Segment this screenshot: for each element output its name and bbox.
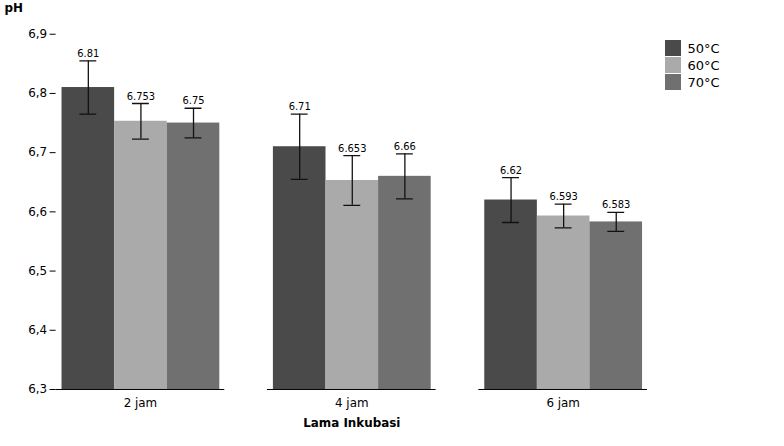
svg-text:6,8: 6,8 xyxy=(28,86,47,100)
svg-text:6.81: 6.81 xyxy=(77,48,99,59)
svg-text:6,7: 6,7 xyxy=(28,145,47,159)
svg-text:4 jam: 4 jam xyxy=(335,396,369,410)
svg-text:6.653: 6.653 xyxy=(338,143,366,154)
svg-text:6.583: 6.583 xyxy=(602,199,630,210)
svg-text:6.66: 6.66 xyxy=(394,141,416,152)
svg-text:6.71: 6.71 xyxy=(289,101,311,112)
svg-text:6,4: 6,4 xyxy=(28,323,47,337)
svg-text:6 jam: 6 jam xyxy=(546,396,580,410)
svg-text:6.753: 6.753 xyxy=(127,91,155,102)
svg-text:2 jam: 2 jam xyxy=(124,396,158,410)
html-text:70°C: 70°C xyxy=(687,74,720,90)
svg-text:6,5: 6,5 xyxy=(28,264,47,278)
svg-text:6.62: 6.62 xyxy=(500,165,522,176)
svg-text:6.593: 6.593 xyxy=(549,191,577,202)
svg-text:6.75: 6.75 xyxy=(182,95,204,106)
svg-text:Lama Inkubasi: Lama Inkubasi xyxy=(303,416,400,430)
html-text:50°C: 50°C xyxy=(687,40,720,56)
svg-text:pH: pH xyxy=(4,1,22,15)
svg-text:6,6: 6,6 xyxy=(28,205,47,219)
svg-text:6,3: 6,3 xyxy=(28,382,47,396)
svg-text:6,9: 6,9 xyxy=(28,27,47,41)
html-text:60°C: 60°C xyxy=(687,57,720,73)
